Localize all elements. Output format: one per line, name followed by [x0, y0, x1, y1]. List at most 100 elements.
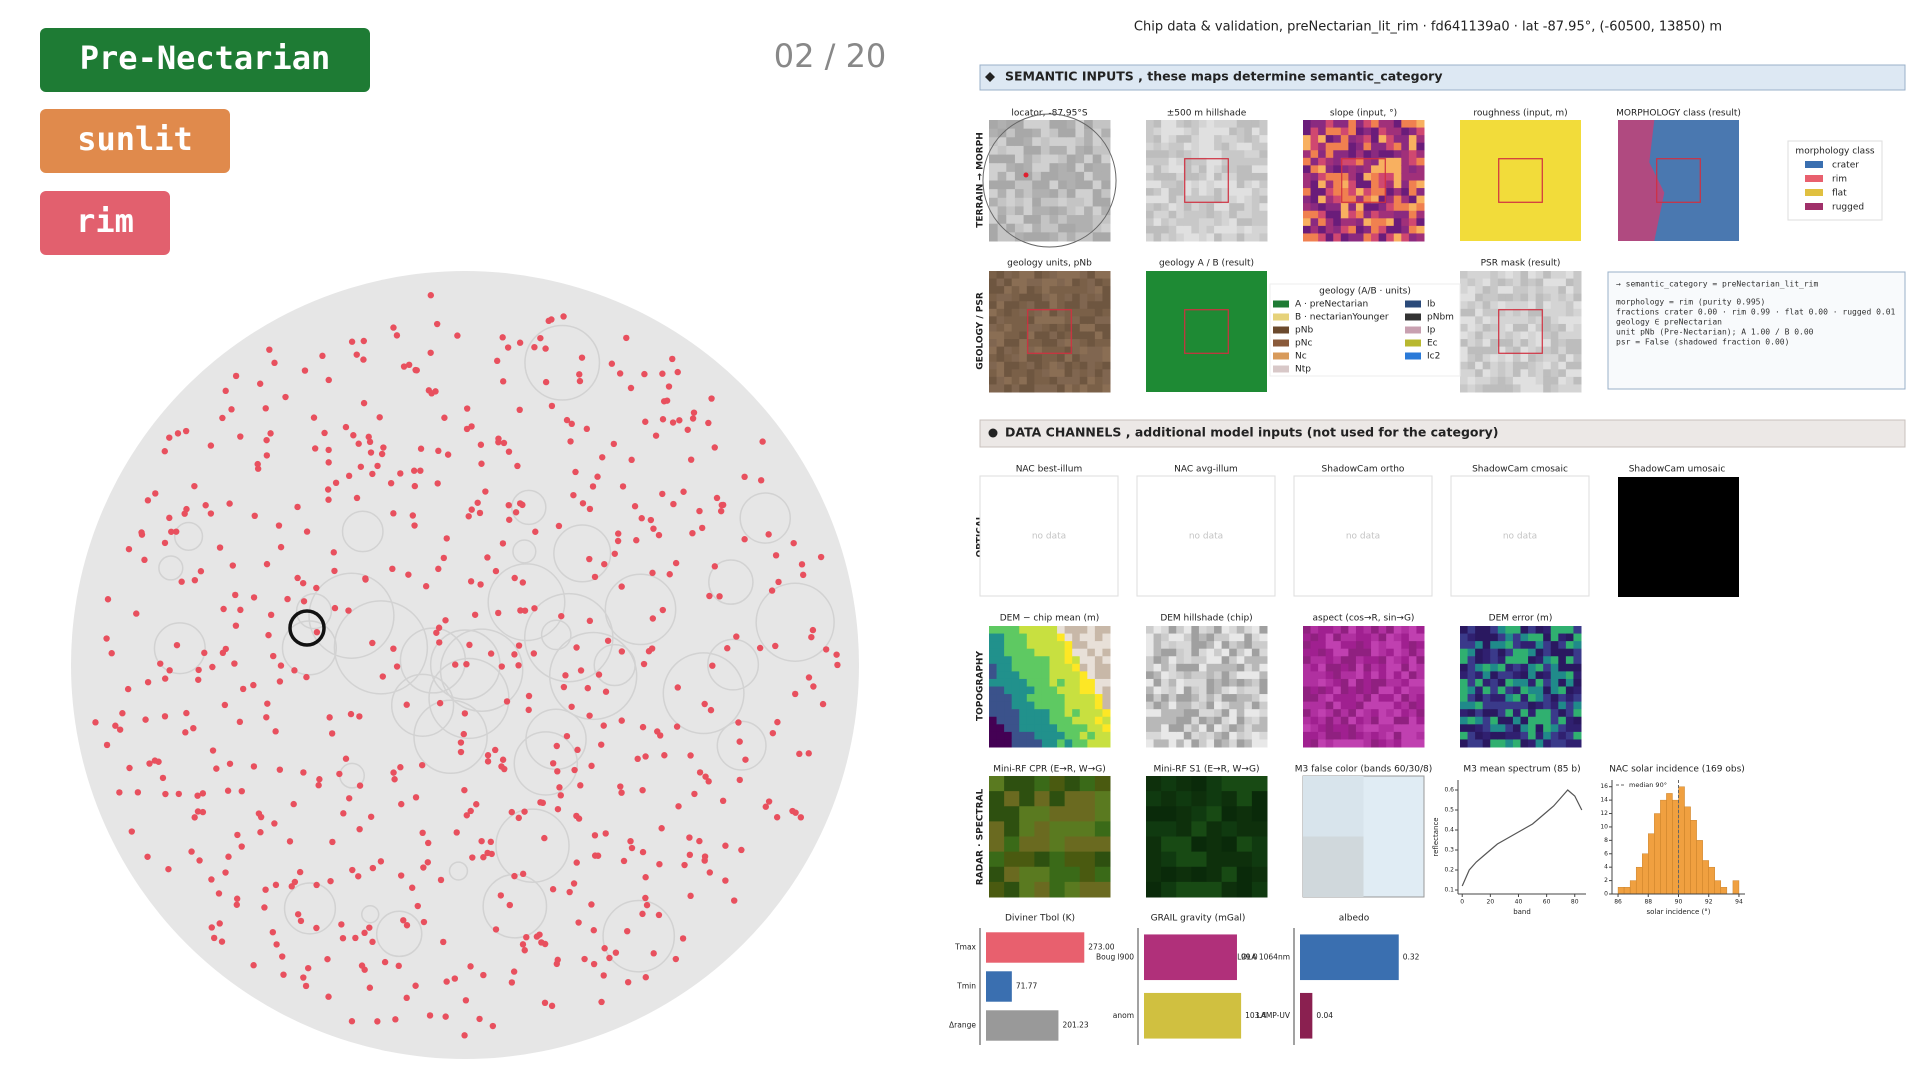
- image-cell: [1378, 135, 1387, 144]
- image-cell: [1348, 180, 1357, 189]
- map-dot: [250, 681, 257, 689]
- value-label: 0.32: [1403, 952, 1420, 961]
- image-cell: [1467, 724, 1476, 733]
- map-dot: [589, 483, 597, 490]
- image-cell: [1168, 135, 1177, 144]
- map-crater: [739, 492, 791, 544]
- image-cell: [1153, 656, 1162, 665]
- image-cell: [1079, 286, 1088, 295]
- map-crater: [390, 673, 455, 737]
- image-cell: [1236, 188, 1245, 197]
- map-dot: [499, 378, 507, 385]
- image-cell: [1528, 641, 1537, 650]
- image-cell: [1565, 271, 1574, 280]
- image-cell: [1191, 150, 1200, 159]
- image-cell: [1058, 215, 1068, 225]
- image-cell: [1363, 127, 1372, 136]
- image-cell: [1490, 739, 1499, 748]
- image-cell: [1497, 286, 1506, 295]
- section-bar: [979, 64, 1906, 91]
- image-cell: [1244, 686, 1253, 695]
- map-dot: [549, 760, 557, 767]
- map-dot: [611, 550, 618, 557]
- image-cell: [1146, 150, 1155, 159]
- image-cell: [1041, 278, 1050, 287]
- image-cell: [1087, 331, 1096, 340]
- image-cell: [1004, 278, 1013, 287]
- map-dot: [457, 739, 465, 746]
- image-cell: [1011, 724, 1020, 733]
- image-cell: [1092, 154, 1102, 164]
- map-dot: [352, 934, 359, 942]
- image-cell: [1183, 671, 1192, 680]
- image-cell: [1146, 142, 1155, 151]
- image-cell: [1011, 278, 1020, 287]
- map-dot: [722, 877, 729, 884]
- image-cell: [1019, 701, 1028, 710]
- image-cell: [1512, 286, 1521, 295]
- image-cell: [1251, 142, 1260, 151]
- image-cell: [1019, 286, 1028, 295]
- map-dot: [508, 808, 515, 816]
- map-dot: [294, 574, 301, 582]
- image-cell: [1378, 701, 1387, 710]
- image-cell: [996, 739, 1005, 748]
- image-cell: [1371, 225, 1380, 234]
- image-cell: [1386, 165, 1395, 174]
- image-cell: [1229, 210, 1238, 219]
- map-dot: [738, 846, 745, 854]
- image-cell: [1221, 648, 1230, 657]
- image-cell: [1146, 648, 1155, 657]
- map-dot: [465, 513, 472, 520]
- image-cell: [1026, 656, 1035, 665]
- map-dot: [451, 975, 459, 982]
- map-dot: [210, 934, 218, 942]
- image-cell: [1153, 203, 1162, 212]
- no-data: no data: [1346, 532, 1380, 542]
- image-cell: [1528, 346, 1537, 355]
- image-cell: [1490, 384, 1499, 393]
- image-cell: [1087, 648, 1096, 657]
- map-dot: [257, 829, 264, 836]
- image-cell: [1049, 671, 1058, 680]
- y-tick-label: 12: [1600, 810, 1608, 817]
- map-dot: [303, 528, 311, 535]
- map-dot: [484, 752, 492, 759]
- map-dot: [511, 574, 518, 582]
- image-cell: [1482, 716, 1491, 725]
- image-cell: [1333, 210, 1342, 219]
- image-cell: [1371, 165, 1380, 174]
- image-cell: [1183, 210, 1192, 219]
- image-cell: [1014, 154, 1025, 164]
- image-cell: [1310, 686, 1319, 695]
- map-dot: [250, 962, 257, 969]
- map-dot: [711, 563, 719, 570]
- map-dot: [311, 445, 319, 452]
- map-dot: [191, 814, 198, 821]
- image-cell: [1378, 172, 1387, 181]
- image-cell: [1371, 233, 1380, 242]
- image-cell: [1475, 663, 1484, 672]
- map-crater: [413, 699, 488, 775]
- image-cell: [1318, 626, 1327, 635]
- map-crater: [604, 573, 677, 646]
- image-cell: [1229, 663, 1238, 672]
- image-cell: [1565, 671, 1574, 680]
- image-cell: [1072, 278, 1081, 287]
- map-dot: [356, 713, 363, 720]
- image-cell: [989, 739, 998, 748]
- image-cell: [1176, 210, 1185, 219]
- image-cell: [1490, 678, 1499, 687]
- image-cell: [1386, 656, 1395, 665]
- image-cell: [1310, 656, 1319, 665]
- map-dot: [358, 962, 366, 969]
- image-cell: [1378, 225, 1387, 234]
- map-dot: [772, 642, 779, 650]
- map-dot: [232, 622, 240, 629]
- image-cell: [1191, 135, 1200, 144]
- map-dot: [325, 446, 332, 454]
- image-cell: [1049, 232, 1059, 242]
- hist-bar: [1720, 887, 1728, 895]
- image-cell: [1528, 278, 1537, 287]
- map-dot: [280, 971, 287, 978]
